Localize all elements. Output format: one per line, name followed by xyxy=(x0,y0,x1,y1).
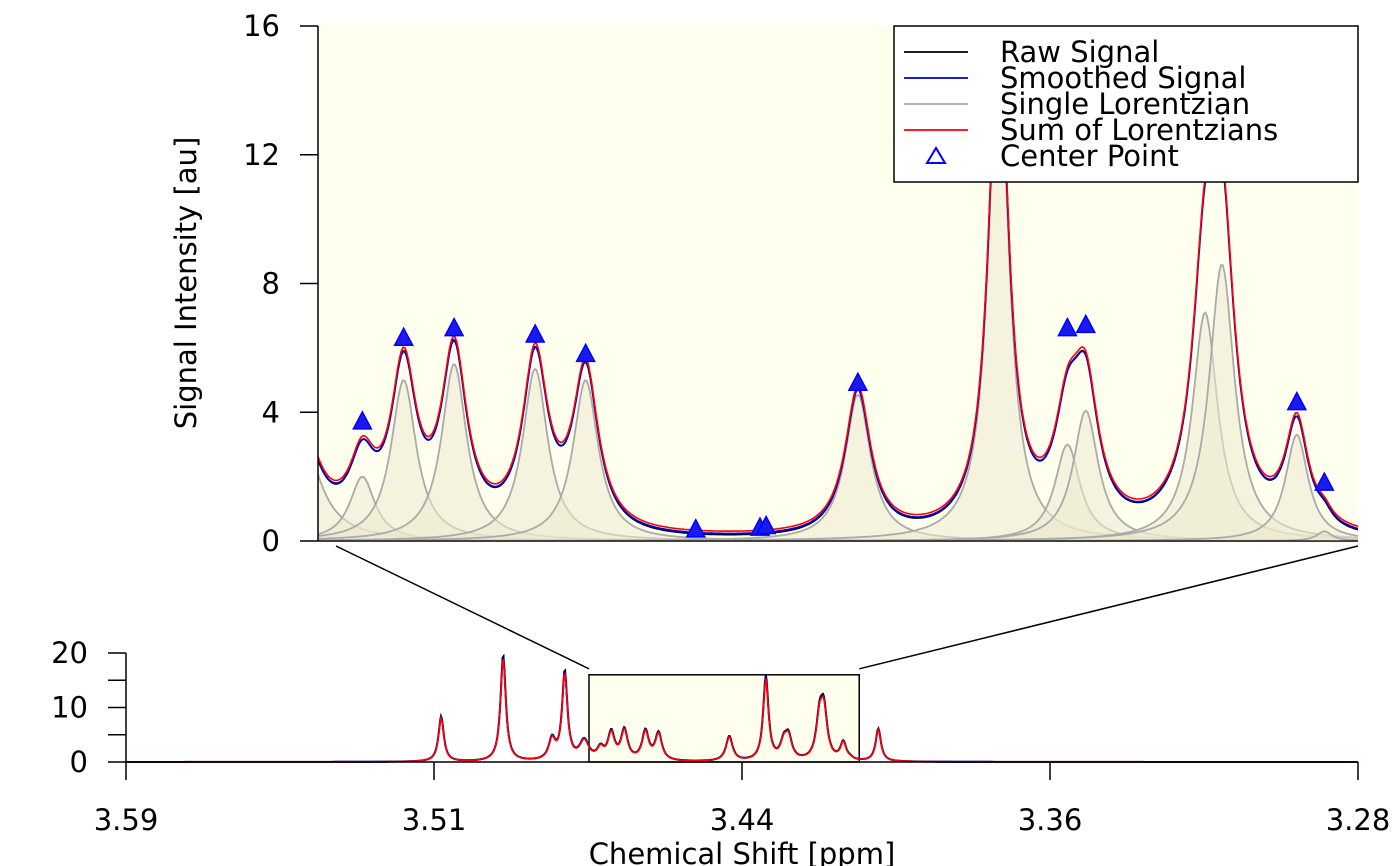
center-point-marker xyxy=(1075,313,1097,334)
center-point-marker xyxy=(352,410,373,430)
single-lorentzian-fill xyxy=(318,380,1358,541)
legend-label: Raw Signal xyxy=(1000,35,1159,69)
legend-label: Single Lorentzian xyxy=(1000,87,1250,121)
center-point-marker xyxy=(1057,316,1078,337)
zoom-y-tick-label: 0 xyxy=(262,524,280,558)
overview-axes: 0 10 20 3.59 3.51 3.44 3.36 3.28 xyxy=(51,636,1390,837)
single-lorentzian-fill xyxy=(318,395,1358,541)
zoom-y-tick-label: 4 xyxy=(262,395,280,429)
overview-y-tick-label: 10 xyxy=(51,691,88,725)
connector-right xyxy=(859,545,1359,670)
center-point-marker xyxy=(443,316,465,337)
center-point-marker xyxy=(755,514,777,535)
legend-box xyxy=(893,25,1359,183)
overview-x-tick-label: 3.36 xyxy=(1018,803,1083,837)
legend-triangle-swatch xyxy=(925,146,947,164)
zoom-y-tick-label: 8 xyxy=(262,267,280,301)
overview-x-tick-label: 3.59 xyxy=(94,803,159,837)
center-point-marker xyxy=(685,518,707,538)
center-point-marker xyxy=(847,371,869,392)
center-point-marker xyxy=(524,323,546,343)
single-lorentzian-fill xyxy=(318,369,1358,541)
overview-zoom-box xyxy=(588,674,860,763)
overview-x-tick-label: 3.28 xyxy=(1326,803,1391,837)
overview-y-tick-label: 0 xyxy=(70,745,88,779)
zoom-y-tick-label: 16 xyxy=(243,9,280,43)
connector-left xyxy=(335,545,590,670)
zoom-y-tick-label: 12 xyxy=(243,138,280,172)
signal-lines-layer xyxy=(317,25,1359,536)
overview-y-tick-label: 20 xyxy=(51,636,88,670)
overview-x-tick-label: 3.44 xyxy=(710,803,775,837)
single-lorentzian-fill xyxy=(318,265,1358,541)
zoom-y-axis: 0 4 8 12 16 xyxy=(243,9,1358,558)
center-point-marker xyxy=(1314,471,1335,491)
center-point-marker xyxy=(393,326,414,346)
y-axis-label: Signal Intensity [au] xyxy=(169,137,203,430)
center-points-layer xyxy=(352,313,1335,538)
legend-label: Center Point xyxy=(1000,139,1179,173)
overview-panel: 0 10 20 3.59 3.51 3.44 3.36 3.28 Chemical Shift… xyxy=(51,636,1390,866)
sum-of-lorentzians-line xyxy=(317,25,1359,532)
center-point-marker xyxy=(575,342,596,363)
overview-x-tick-label: 3.51 xyxy=(402,803,467,837)
single-lorentzian-fill xyxy=(318,410,1358,541)
zoom-panel: 0 4 8 12 16 Signal Intensity [au] Raw Signal… xyxy=(169,9,1359,558)
legend-label: Smoothed Signal xyxy=(1000,61,1246,95)
x-axis-label: Chemical Shift [ppm] xyxy=(589,837,896,866)
legend-label: Sum of Lorentzians xyxy=(1000,113,1278,147)
zoom-connector-lines xyxy=(335,545,1359,670)
center-point-marker xyxy=(1286,390,1308,411)
single-lorentzian-fill xyxy=(318,364,1358,541)
